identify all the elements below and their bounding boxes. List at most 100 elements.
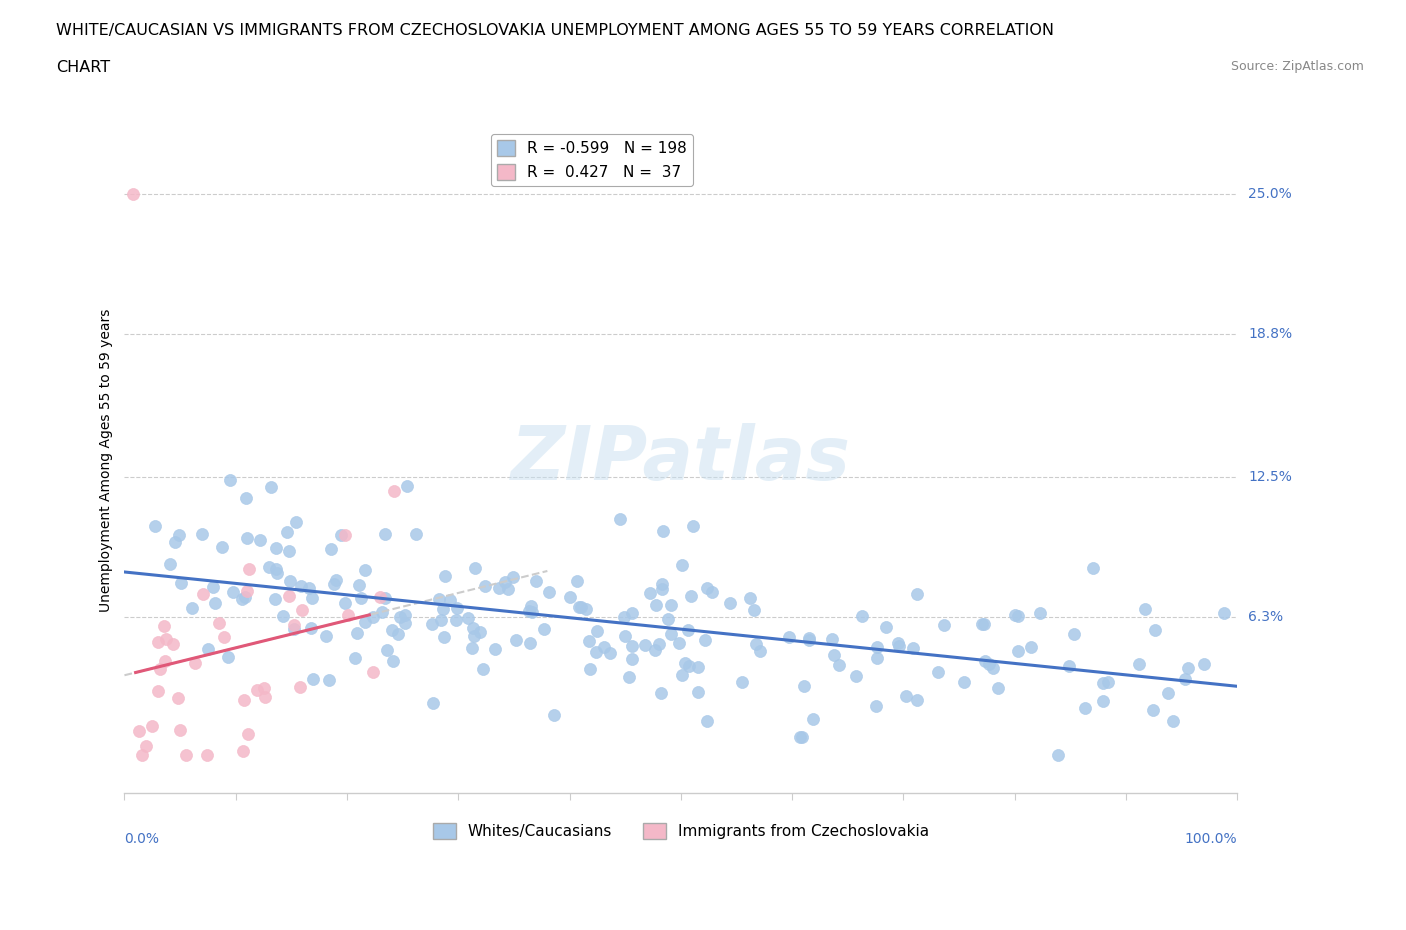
Point [1192, 657, 1215, 671]
Point [374, 591, 396, 605]
Point [820, 631, 842, 646]
Point [375, 643, 398, 658]
Point [621, 605, 644, 620]
Point [977, 657, 1000, 671]
Point [231, 591, 253, 606]
Point [845, 669, 868, 684]
Point [141, 719, 163, 734]
Point [361, 664, 384, 679]
Text: CHART: CHART [56, 60, 110, 75]
Point [354, 614, 377, 629]
Point [644, 643, 666, 658]
Point [986, 681, 1008, 696]
Point [952, 674, 974, 689]
Point [135, 738, 157, 753]
Point [981, 660, 1004, 675]
Point [128, 724, 150, 738]
Text: 12.5%: 12.5% [1249, 470, 1292, 484]
Point [797, 631, 820, 645]
Point [288, 679, 311, 694]
Point [474, 578, 496, 593]
Point [905, 587, 928, 602]
Point [260, 480, 283, 495]
Y-axis label: Unemployment Among Ages 55 to 59 years: Unemployment Among Ages 55 to 59 years [100, 308, 114, 612]
Point [1029, 605, 1052, 620]
Point [651, 581, 673, 596]
Point [233, 693, 256, 708]
Point [264, 540, 287, 555]
Point [1143, 622, 1166, 637]
Point [905, 693, 928, 708]
Point [235, 530, 257, 545]
Point [335, 527, 357, 542]
Point [974, 654, 997, 669]
Point [875, 619, 897, 634]
Point [644, 598, 666, 613]
Point [432, 602, 454, 617]
Point [388, 609, 411, 624]
Point [866, 640, 889, 655]
Text: Source: ZipAtlas.com: Source: ZipAtlas.com [1230, 60, 1364, 73]
Point [212, 630, 235, 644]
Point [298, 580, 321, 595]
Point [678, 658, 700, 673]
Point [502, 570, 524, 585]
Point [934, 618, 956, 632]
Point [325, 572, 347, 587]
Point [249, 532, 271, 547]
Point [446, 601, 468, 616]
Point [219, 472, 242, 487]
Point [1173, 672, 1195, 687]
Point [344, 651, 367, 666]
Point [744, 636, 766, 651]
Point [578, 634, 600, 649]
Point [673, 656, 696, 671]
Point [146, 684, 169, 698]
Point [238, 562, 260, 577]
Point [887, 636, 910, 651]
Point [634, 638, 657, 653]
Legend: Whites/Caucasians, Immigrants from Czechoslovakia: Whites/Caucasians, Immigrants from Czech… [426, 817, 935, 845]
Point [236, 726, 259, 741]
Point [461, 620, 484, 635]
Point [571, 599, 593, 614]
Point [349, 578, 371, 592]
Point [162, 636, 184, 651]
Point [609, 512, 631, 526]
Point [149, 661, 172, 676]
Point [517, 604, 540, 618]
Point [266, 562, 288, 577]
Point [1163, 713, 1185, 728]
Point [433, 630, 456, 644]
Point [484, 642, 506, 657]
Point [420, 618, 443, 632]
Point [263, 591, 285, 606]
Point [522, 604, 544, 619]
Point [387, 627, 409, 642]
Point [585, 644, 607, 659]
Point [405, 526, 427, 541]
Point [301, 591, 323, 605]
Point [353, 563, 375, 578]
Point [648, 637, 671, 652]
Point [520, 598, 543, 613]
Point [463, 628, 485, 643]
Point [558, 590, 581, 604]
Point [472, 662, 495, 677]
Point [682, 519, 704, 534]
Point [464, 561, 486, 576]
Point [865, 698, 887, 713]
Point [686, 684, 709, 699]
Point [336, 607, 359, 622]
Point [789, 729, 811, 744]
Point [368, 590, 391, 604]
Point [1128, 657, 1150, 671]
Text: 100.0%: 100.0% [1185, 832, 1237, 846]
Point [159, 556, 181, 571]
Point [652, 524, 675, 538]
Point [429, 591, 451, 606]
Point [533, 622, 555, 637]
Point [620, 639, 643, 654]
Point [505, 633, 527, 648]
Point [284, 514, 307, 529]
